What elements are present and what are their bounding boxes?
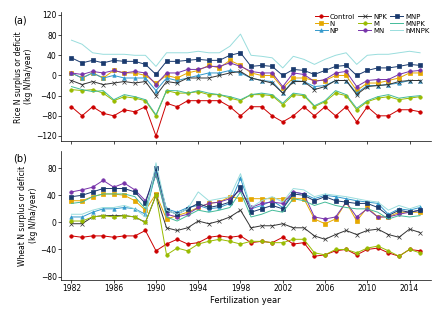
X-axis label: Fertilization year: Fertilization year — [210, 296, 280, 305]
Y-axis label: Wheat N surplus or deficit
(kg N/ha/year): Wheat N surplus or deficit (kg N/ha/year… — [18, 165, 38, 266]
Text: (a): (a) — [13, 15, 26, 25]
Legend: Control, N, NP, NPK, M, MN, MNP, MNPK, hMNPK: Control, N, NP, NPK, M, MN, MNP, MNPK, h… — [314, 14, 428, 34]
Y-axis label: Rice N surplus or deficit
(kg N/ha/year): Rice N surplus or deficit (kg N/ha/year) — [14, 31, 33, 123]
Text: (b): (b) — [13, 154, 26, 164]
